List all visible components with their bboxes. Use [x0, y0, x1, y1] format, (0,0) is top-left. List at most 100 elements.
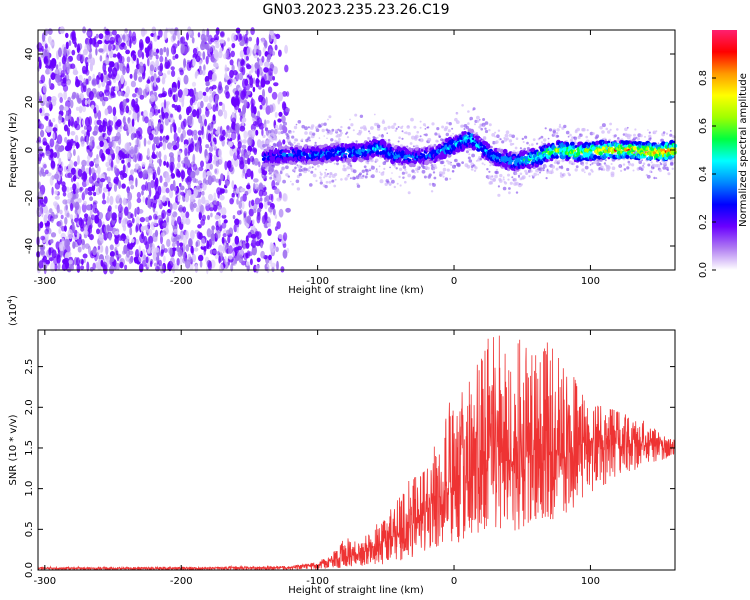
- spectrogram-ridge-halo: [647, 163, 651, 167]
- spectrogram-noise-cell: [123, 206, 129, 217]
- spectrogram-ridge-halo: [396, 182, 399, 185]
- spectrogram-noise-cell: [205, 155, 209, 163]
- spectrogram-ridge-halo: [438, 136, 441, 138]
- spectrogram-noise-cell: [231, 192, 235, 198]
- spectrogram-noise-cell: [59, 97, 63, 103]
- spectrogram-ridge-halo: [349, 177, 352, 180]
- spectrogram-noise-cell: [84, 99, 88, 106]
- spectrogram-ridge-halo: [482, 125, 485, 128]
- spectrogram-noise-cell: [248, 208, 254, 217]
- spectrogram-noise-cell: [283, 102, 287, 109]
- spectrogram-noise-cell: [212, 104, 217, 112]
- spectrogram-noise-cell: [271, 266, 275, 273]
- spectrogram-noise-cell: [49, 41, 55, 46]
- spectrogram-noise-cell: [147, 147, 150, 158]
- spectrogram-ridge-halo: [499, 173, 503, 178]
- spectrogram-ridge-halo: [389, 166, 391, 169]
- spectrogram-noise-cell: [150, 94, 156, 102]
- spectrogram-noise-cell: [271, 91, 278, 100]
- spectrogram-ridge-halo: [514, 172, 518, 175]
- spectrogram-ridge-halo: [294, 166, 297, 170]
- spectrogram-noise-cell: [255, 79, 260, 84]
- spectrogram-ridge-halo: [334, 172, 338, 177]
- spectrogram-noise-cell: [218, 101, 223, 106]
- spectrogram-noise-cell: [147, 222, 151, 230]
- spectrogram-noise-cell: [156, 158, 163, 164]
- spectrogram-noise-cell: [268, 254, 272, 261]
- spectrogram-noise-cell: [265, 96, 268, 107]
- spectrogram-ridge-cell: [420, 149, 424, 152]
- spectrogram-noise-cell: [203, 95, 209, 103]
- spectrogram-ridge-halo: [312, 173, 317, 178]
- spectrogram-noise-cell: [92, 247, 97, 256]
- spectrogram-ridge-halo: [393, 165, 396, 168]
- spectrogram-noise-cell: [126, 56, 131, 63]
- spectrogram-noise-cell: [214, 139, 217, 145]
- spectrogram-ridge-halo: [636, 137, 640, 141]
- spectrogram-ridge-halo: [486, 168, 489, 171]
- spectrogram-noise-cell: [92, 207, 96, 213]
- spectrogram-ridge-halo: [455, 111, 459, 115]
- spectrogram-noise-cell: [129, 73, 133, 79]
- spectrogram-noise-cell: [83, 85, 87, 93]
- spectrogram-noise-cell: [135, 225, 139, 233]
- spectrogram-ridge-halo: [504, 181, 508, 185]
- spectrogram-ridge-halo: [280, 130, 284, 135]
- spectrogram-noise-cell: [177, 89, 183, 98]
- spectrogram-ridge-halo: [574, 139, 577, 142]
- spectrogram-noise-cell: [169, 247, 173, 257]
- spectrogram-noise-cell: [81, 104, 87, 113]
- spectrogram-ridge-halo: [551, 170, 554, 174]
- spectrogram-noise-cell: [154, 229, 159, 238]
- spectrogram-noise-cell: [180, 191, 185, 196]
- spectrogram-noise-cell: [59, 209, 63, 215]
- spectrogram-ridge-halo: [509, 181, 513, 185]
- spectrogram-noise-cell: [242, 193, 247, 202]
- spectrogram-noise-cell: [153, 198, 158, 206]
- spectrogram-noise-cell: [80, 141, 85, 147]
- spectrogram-noise-cell: [134, 103, 140, 114]
- spectrogram-noise-cell: [245, 55, 249, 61]
- spectrogram-noise-cell: [268, 193, 273, 201]
- spectrogram-ridge-halo: [517, 174, 521, 177]
- spectrogram-ridge-halo: [315, 179, 318, 182]
- spectrogram-ridge-halo: [560, 166, 564, 170]
- spectrogram-noise-cell: [74, 41, 77, 48]
- spectrogram-noise-cell: [229, 166, 235, 175]
- spectrogram-ridge-halo: [314, 168, 317, 171]
- spectrogram-ridge-halo: [266, 139, 271, 143]
- spectrogram-noise-cell: [251, 238, 257, 249]
- spectrogram-ridge-halo: [650, 161, 653, 164]
- spectrogram-ridge-halo: [399, 184, 402, 187]
- spectrogram-ridge-halo: [387, 125, 391, 129]
- spectrogram-noise-cell: [137, 87, 143, 96]
- spectrogram-noise-cell: [219, 155, 223, 165]
- spectrogram-noise-cell: [219, 125, 223, 136]
- spectrogram-noise-cell: [63, 106, 69, 111]
- spectrogram-noise-cell: [89, 161, 94, 167]
- spectrogram-ridge-halo: [436, 127, 440, 131]
- spectrogram-ridge-cell: [345, 152, 348, 156]
- spectrogram-noise-cell: [91, 78, 97, 87]
- spectrogram-ridge-halo: [336, 162, 339, 166]
- spectrogram-noise-cell: [263, 197, 267, 203]
- spectrogram-noise-cell: [231, 32, 236, 43]
- spectrogram-ridge-halo: [508, 139, 513, 143]
- spectrogram-noise-cell: [113, 183, 118, 192]
- spectrogram-noise-cell: [200, 237, 206, 248]
- spectrogram-noise-cell: [153, 79, 157, 88]
- spectrogram-noise-cell: [88, 245, 91, 255]
- spectrogram-noise-cell: [53, 201, 58, 207]
- spectrogram-ridge-halo: [648, 131, 651, 134]
- spectrogram-noise-cell: [153, 213, 158, 220]
- spectrogram-noise-cell: [65, 100, 71, 108]
- spectrogram-noise-cell: [142, 196, 145, 203]
- spectrogram-ridge-halo: [407, 125, 410, 128]
- spectrogram-noise-cell: [85, 179, 90, 186]
- spectrogram-ridge-halo: [528, 144, 531, 146]
- spectrogram-ridge-halo: [353, 177, 357, 180]
- spectrogram-noise-cell: [165, 187, 170, 194]
- spectrogram-noise-cell: [236, 198, 239, 205]
- spectrogram-ridge-halo: [416, 170, 419, 173]
